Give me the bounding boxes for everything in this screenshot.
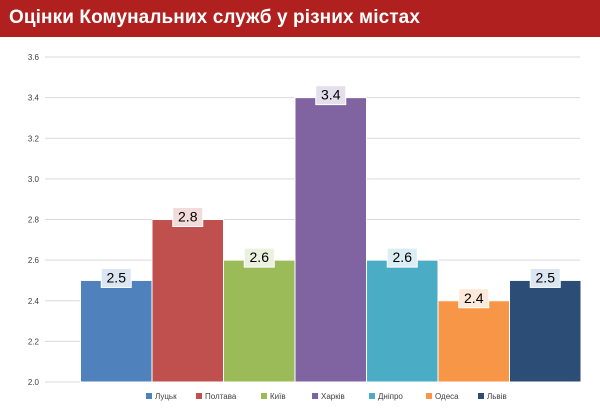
- data-label-box: [315, 85, 347, 106]
- legend-swatch: [261, 393, 267, 399]
- bars: [80, 97, 582, 383]
- data-label-box: [386, 247, 418, 268]
- bar-2: [151, 219, 224, 383]
- bar-5: [366, 259, 439, 383]
- y-tick-label: 3.2: [28, 134, 40, 143]
- y-tick-label: 3.4: [28, 94, 40, 103]
- y-tick-label: 2.8: [28, 216, 40, 225]
- y-tick-label: 2.2: [28, 337, 40, 346]
- data-label-box: [243, 247, 275, 268]
- data-label: 2.5: [536, 269, 556, 285]
- data-label-box: [529, 267, 561, 288]
- data-label-box: [100, 267, 132, 288]
- legend-swatch: [426, 393, 432, 399]
- legend-label: Львів: [487, 392, 507, 401]
- legend-label: Харків: [321, 392, 345, 401]
- legend-label: Луцьк: [155, 392, 177, 401]
- bar-1: [80, 279, 153, 383]
- legend-label: Полтава: [205, 392, 237, 401]
- data-label: 2.4: [464, 290, 484, 306]
- data-label: 2.6: [393, 249, 413, 265]
- y-tick-label: 3.6: [28, 53, 40, 62]
- data-label: 3.4: [321, 87, 341, 103]
- bar-7: [509, 279, 582, 383]
- y-tick-label: 2.0: [28, 378, 40, 387]
- data-label-box: [458, 288, 490, 309]
- y-tick-label: 2.4: [28, 297, 40, 306]
- legend-label: Київ: [270, 392, 286, 401]
- data-label: 2.5: [107, 269, 127, 285]
- legend-swatch: [478, 393, 484, 399]
- data-label: 2.6: [250, 249, 270, 265]
- y-axis: 2.0 2.2 2.4 2.6 2.8 3.0 3.2 3.4 3.6: [28, 53, 40, 387]
- legend-swatch: [146, 393, 152, 399]
- legend: Луцьк Полтава Київ Харків Дніпро Одеса Львів: [146, 392, 507, 401]
- legend-label: Одеса: [435, 392, 459, 401]
- bar-6: [437, 300, 510, 383]
- legend-swatch: [369, 393, 375, 399]
- page-title: Оцінки Комунальних служб у різних містах: [9, 7, 420, 28]
- bar-3: [223, 259, 296, 383]
- title-bar: Оцінки Комунальних служб у різних містах: [0, 0, 600, 37]
- bar-4: [294, 97, 367, 383]
- chart-area: 2.0 2.2 2.4 2.6 2.8 3.0 3.2 3.4 3.6 2.5 2.8 2.6 3.4…: [0, 37, 600, 412]
- data-label: 2.8: [178, 209, 198, 225]
- data-label-box: [172, 207, 204, 227]
- y-tick-label: 2.6: [28, 256, 40, 265]
- legend-label: Дніпро: [378, 392, 403, 401]
- legend-swatch: [312, 393, 318, 399]
- y-tick-label: 3.0: [28, 175, 40, 184]
- data-labels: 2.5 2.8 2.6 3.4 2.6 2.4 2.5: [100, 85, 561, 309]
- bar-chart: 2.0 2.2 2.4 2.6 2.8 3.0 3.2 3.4 3.6 2.5 2.8 2.6 3.4…: [28, 53, 582, 401]
- legend-swatch: [196, 393, 202, 399]
